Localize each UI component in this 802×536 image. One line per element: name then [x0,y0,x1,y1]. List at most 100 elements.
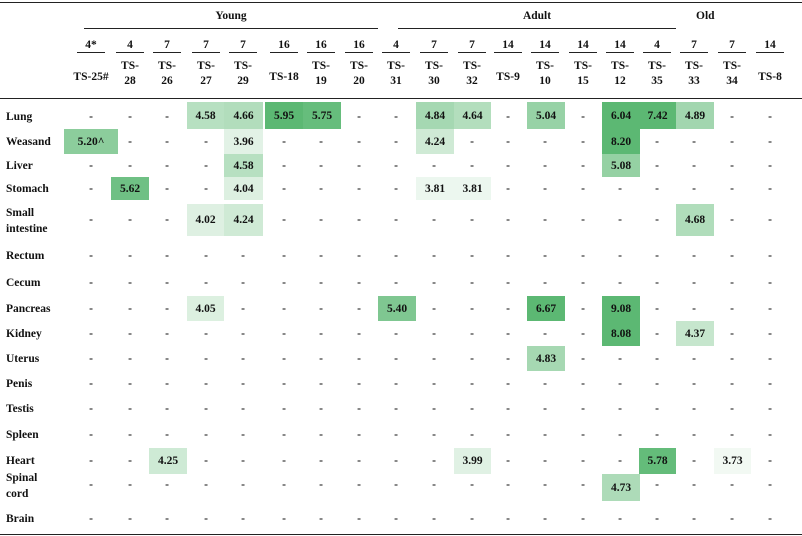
table-cell: - [394,479,398,491]
table-cell: - [394,403,398,415]
row-label-kidney: Kidney [6,328,42,340]
table-cell: - [128,353,132,365]
table-cell: - [768,303,772,315]
table-cell: - [692,353,696,365]
table-cell: - [543,214,547,226]
table-cell: - [618,214,622,226]
table-cell: 8.08 [602,321,640,346]
table-cell: - [357,183,361,195]
column-header-ts29[interactable]: TS- 29 [234,60,252,87]
column-header-ts10[interactable]: TS- 10 [536,60,554,87]
column-header-ts12[interactable]: TS- 12 [611,60,629,87]
table-cell: - [89,277,93,289]
column-age-underline-16 [680,52,708,53]
table-cell: - [241,303,245,315]
table-cell: - [204,378,208,390]
table-cell: - [241,403,245,415]
table-cell: - [319,303,323,315]
group-underline-adult [398,28,676,29]
column-age-17: 7 [729,39,735,51]
table-cell: - [357,328,361,340]
row-label-weasand: Weasand [6,136,51,148]
table-cell: - [319,513,323,525]
table-cell: - [506,378,510,390]
column-header-ts25[interactable]: TS-25# [73,71,109,83]
column-header-ts19[interactable]: TS- 19 [312,60,330,87]
table-cell: - [357,455,361,467]
column-header-ts30[interactable]: TS- 30 [425,60,443,87]
table-cell: - [768,111,772,123]
table-cell: - [128,378,132,390]
column-age-13: 14 [577,39,589,51]
table-cell: - [394,353,398,365]
table-cell: - [357,214,361,226]
table-cell: - [319,455,323,467]
table-cell: - [128,479,132,491]
table-cell: - [730,403,734,415]
table-cell: - [165,303,169,315]
table-cell: - [165,353,169,365]
row-label-small-intestine: Small intestine [6,207,48,235]
column-header-ts33[interactable]: TS- 33 [685,60,703,87]
table-cell: 4.37 [676,321,714,346]
table-cell: 4.58 [224,154,263,177]
table-cell: - [432,353,436,365]
table-cell: - [581,513,585,525]
column-age-underline-17 [718,52,746,53]
table-cell: - [241,479,245,491]
table-cell: - [655,183,659,195]
table-cell: - [204,277,208,289]
table-cell: - [128,303,132,315]
column-header-ts32[interactable]: TS- 32 [463,60,481,87]
table-cell: 4.02 [187,204,224,236]
column-header-ts31[interactable]: TS- 31 [387,60,405,87]
column-age-11: 14 [502,39,514,51]
column-age-underline-3 [192,52,220,53]
column-header-ts9[interactable]: TS-9 [496,71,520,83]
column-header-ts20[interactable]: TS- 20 [350,60,368,87]
table-cell: - [618,277,622,289]
column-header-ts18[interactable]: TS-18 [269,71,299,83]
column-header-ts15[interactable]: TS- 15 [574,60,592,87]
table-cell: - [655,328,659,340]
table-cell: - [204,479,208,491]
table-cell: - [357,277,361,289]
table-cell: 4.24 [224,204,263,236]
table-cell: - [357,403,361,415]
table-cell: - [282,328,286,340]
row-label-liver: Liver [6,160,33,172]
column-age-underline-2 [153,52,181,53]
table-cell: - [730,183,734,195]
table-cell: - [319,378,323,390]
column-header-ts8[interactable]: TS-8 [758,71,782,83]
table-cell: - [165,136,169,148]
table-cell: - [204,328,208,340]
table-cell: - [470,214,474,226]
table-cell: 4.84 [416,102,454,129]
table-cell: - [432,160,436,172]
table-cell: - [730,277,734,289]
table-cell: - [394,277,398,289]
table-cell: 5.95 [265,102,303,129]
table-cell: - [282,214,286,226]
table-cell: - [470,378,474,390]
table-cell: - [357,353,361,365]
bottom-rule [0,534,802,535]
column-header-ts28[interactable]: TS- 28 [121,60,139,87]
column-header-ts26[interactable]: TS- 26 [158,60,176,87]
column-header-ts35[interactable]: TS- 35 [648,60,666,87]
table-cell: - [394,378,398,390]
table-cell: - [506,479,510,491]
table-cell: - [768,513,772,525]
table-cell: - [282,183,286,195]
column-header-ts34[interactable]: TS- 34 [723,60,741,87]
table-cell: - [89,455,93,467]
table-cell: - [319,214,323,226]
column-age-15: 4 [654,39,660,51]
table-cell: - [581,214,585,226]
table-cell: - [282,136,286,148]
column-header-ts27[interactable]: TS- 27 [197,60,215,87]
table-cell: - [89,403,93,415]
table-cell: - [128,136,132,148]
table-cell: - [692,513,696,525]
